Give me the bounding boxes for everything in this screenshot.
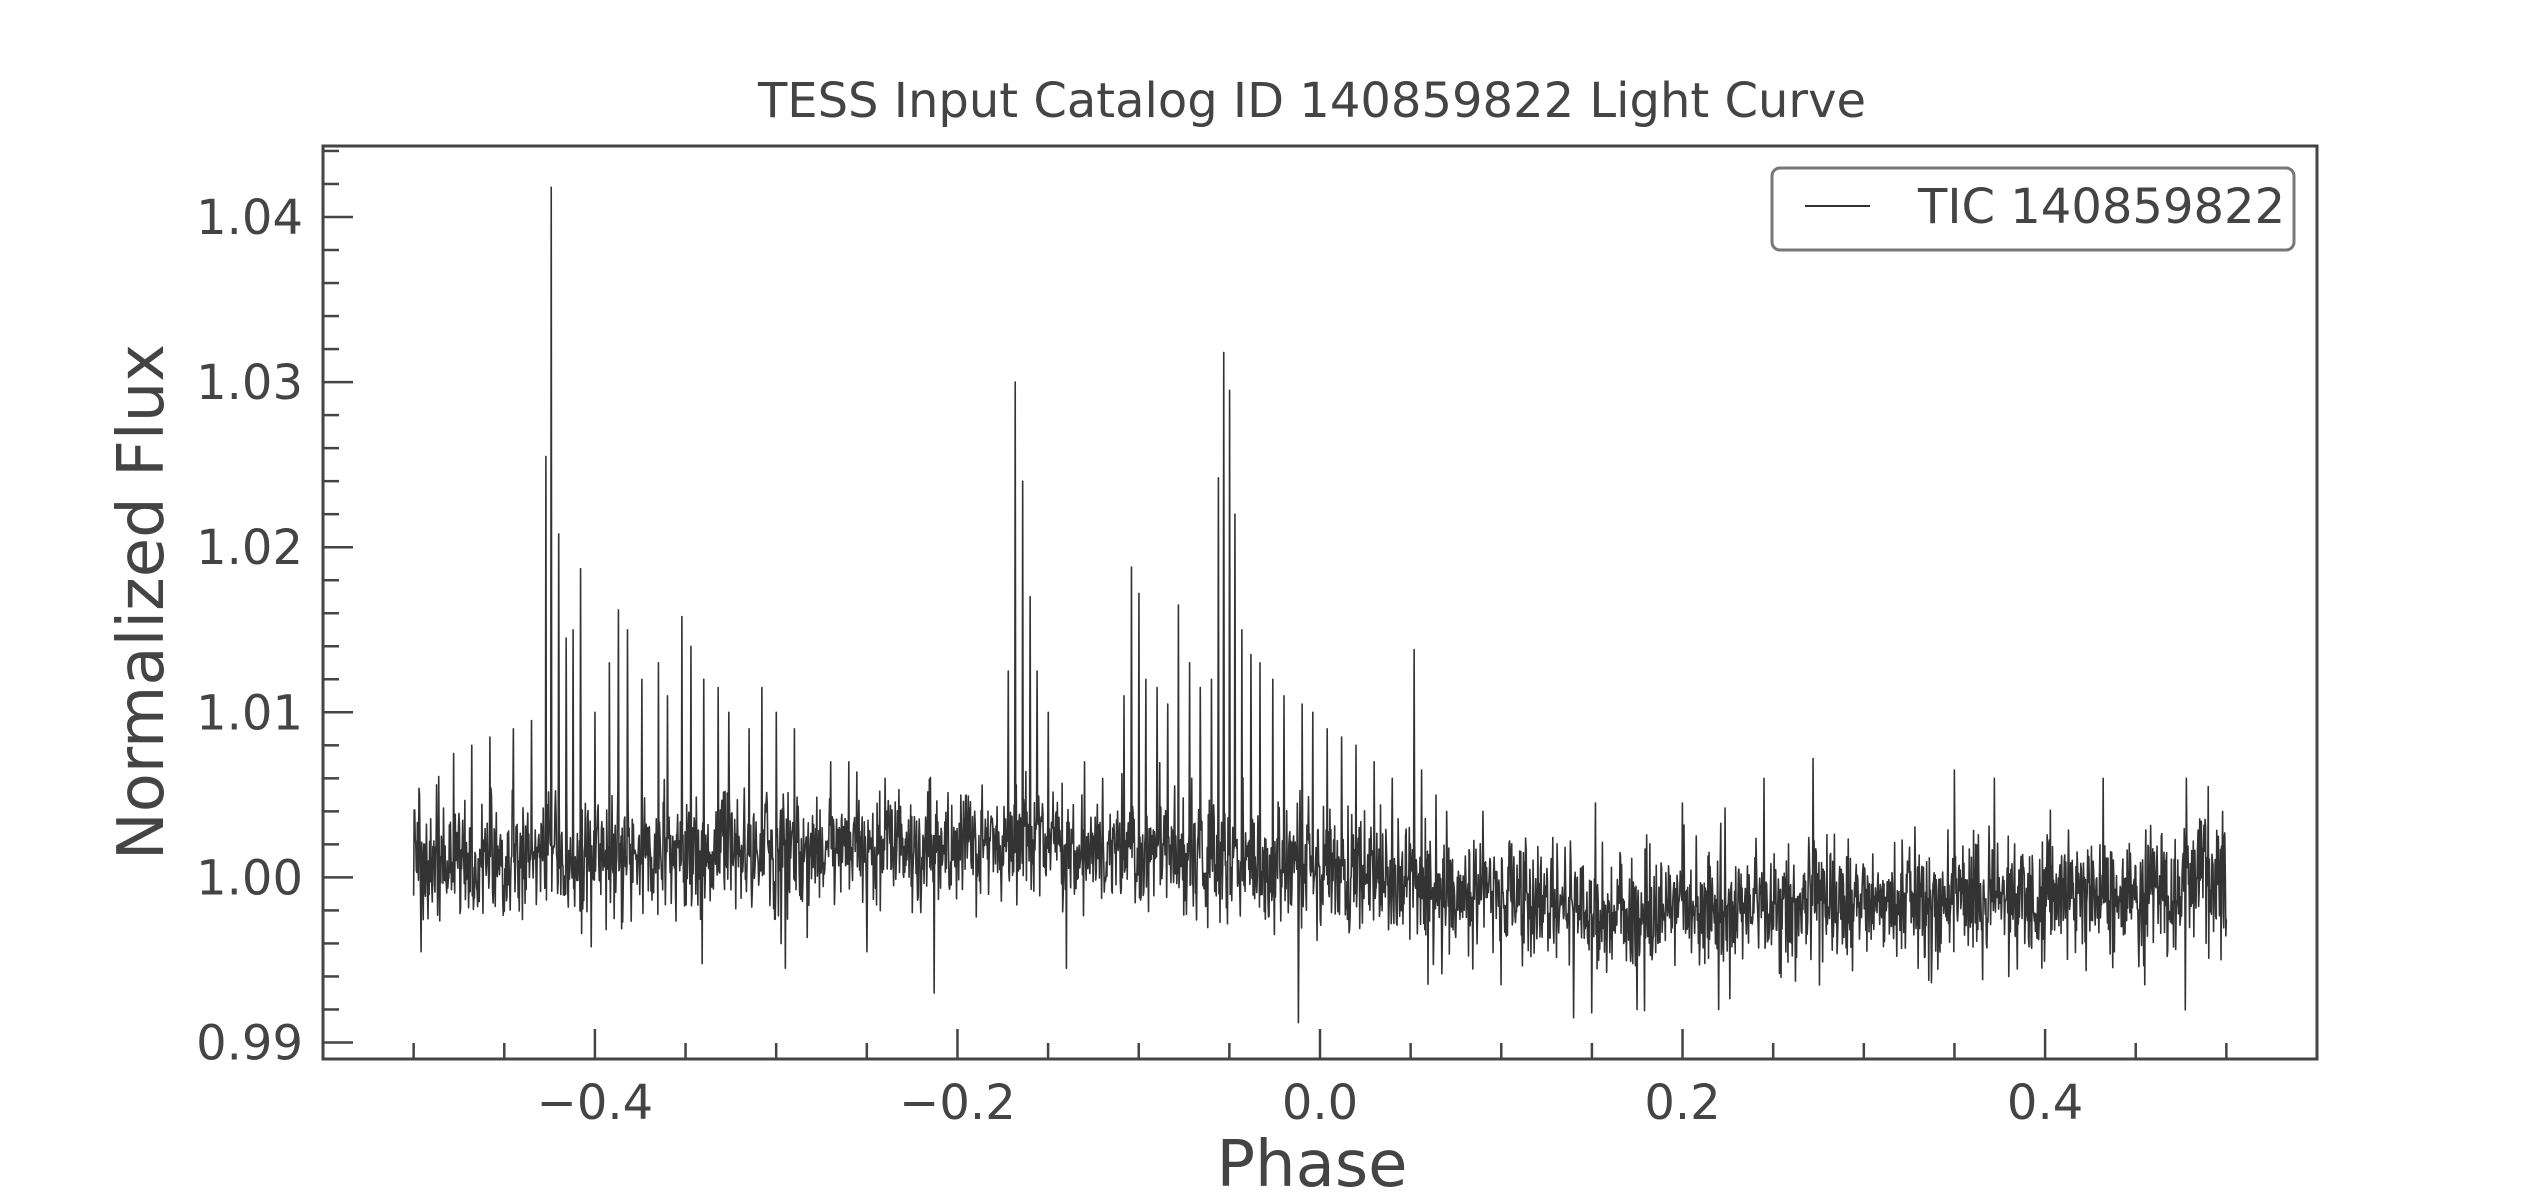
legend-box — [1770, 166, 2296, 252]
y-tick-label: 0.99 — [196, 1015, 303, 1071]
y-tick-label: 1.04 — [196, 190, 303, 246]
x-tick-label: 0.2 — [1644, 1075, 1720, 1131]
x-tick-label: 0.0 — [1282, 1075, 1358, 1131]
series-line-tic-140859822 — [412, 186, 2228, 1024]
x-axis: −0.4 −0.2 0.0 0.2 0.4 — [321, 1029, 2319, 1131]
x-tick-label: 0.4 — [2007, 1075, 2083, 1131]
y-axis: 0.99 1.00 1.01 1.02 1.03 1.04 — [196, 149, 353, 1071]
x-tick-label: −0.2 — [899, 1075, 1016, 1131]
y-tick-label: 1.01 — [196, 685, 303, 741]
chart-title: TESS Input Catalog ID 140859822 Light Cu… — [757, 73, 1866, 129]
legend-entry-label: TIC 140859822 — [1917, 179, 2285, 235]
light-curve-series — [412, 186, 2228, 1024]
x-axis-label: Phase — [1216, 1128, 1407, 1200]
x-tick-label: −0.4 — [537, 1075, 654, 1131]
y-tick-label: 1.00 — [196, 850, 303, 906]
legend: TIC 140859822 — [1770, 166, 2296, 252]
y-tick-label: 1.02 — [196, 520, 303, 576]
y-axis-label: Normalized Flux — [105, 344, 179, 860]
y-tick-label: 1.03 — [196, 355, 303, 411]
